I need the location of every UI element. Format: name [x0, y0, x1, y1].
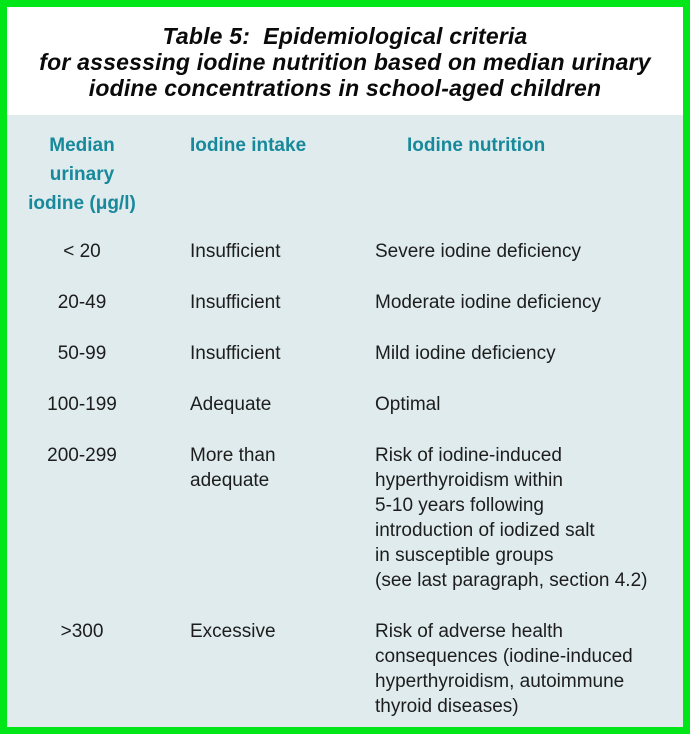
median-urinary-iodine-value: >300: [60, 621, 104, 642]
table-row-mild-deficiency: 50-99 Insufficient Mild iodine deficienc…: [7, 341, 683, 366]
iodine-intake-value: Insufficient: [190, 241, 281, 262]
table-row-excessive: >300 Excessive Risk of adverse health co…: [7, 619, 683, 719]
median-urinary-iodine-value: 200-299: [47, 445, 117, 466]
table-row-severe-deficiency: < 20 Insufficient Severe iodine deficien…: [7, 239, 683, 264]
table-title-line-3: iodine concentrations in school-aged chi…: [88, 75, 602, 101]
table-title-line-2: for assessing iodine nutrition based on …: [39, 49, 651, 75]
iodine-nutrition-value: Optimal: [375, 394, 441, 415]
table-title: Table 5: Epidemiological criteria for as…: [7, 7, 683, 115]
iodine-nutrition-value: Risk of iodine-induced hyperthyroidism w…: [375, 445, 648, 591]
iodine-nutrition-value: Risk of adverse health consequences (iod…: [375, 621, 633, 717]
table-title-line-1: Table 5: Epidemiological criteria: [162, 23, 528, 49]
column-header-iodine-nutrition: Iodine nutrition: [407, 135, 546, 156]
iodine-intake-value: Adequate: [190, 394, 272, 415]
iodine-nutrition-value: Moderate iodine deficiency: [375, 292, 602, 313]
column-header-iodine-intake: Iodine intake: [190, 135, 307, 156]
median-urinary-iodine-value: 50-99: [57, 343, 107, 364]
iodine-intake-value: More than adequate: [190, 445, 276, 491]
table-header-row: Median urinary iodine (μg/l) Iodine inta…: [7, 133, 683, 218]
median-urinary-iodine-value: 100-199: [47, 394, 117, 415]
iodine-intake-value: Insufficient: [190, 292, 281, 313]
median-urinary-iodine-value: < 20: [63, 241, 101, 262]
table-row-more-than-adequate: 200-299 More than adequate Risk of iodin…: [7, 443, 683, 593]
iodine-nutrition-value: Severe iodine deficiency: [375, 241, 581, 262]
iodine-nutrition-value: Mild iodine deficiency: [375, 343, 556, 364]
table-row-optimal: 100-199 Adequate Optimal: [7, 392, 683, 417]
column-header-median-urinary-iodine: Median urinary iodine (μg/l): [28, 135, 136, 214]
median-urinary-iodine-value: 20-49: [57, 292, 107, 313]
table-row-moderate-deficiency: 20-49 Insufficient Moderate iodine defic…: [7, 290, 683, 315]
iodine-intake-value: Excessive: [190, 621, 276, 642]
criteria-table: Median urinary iodine (μg/l) Iodine inta…: [7, 115, 683, 727]
iodine-intake-value: Insufficient: [190, 343, 281, 364]
